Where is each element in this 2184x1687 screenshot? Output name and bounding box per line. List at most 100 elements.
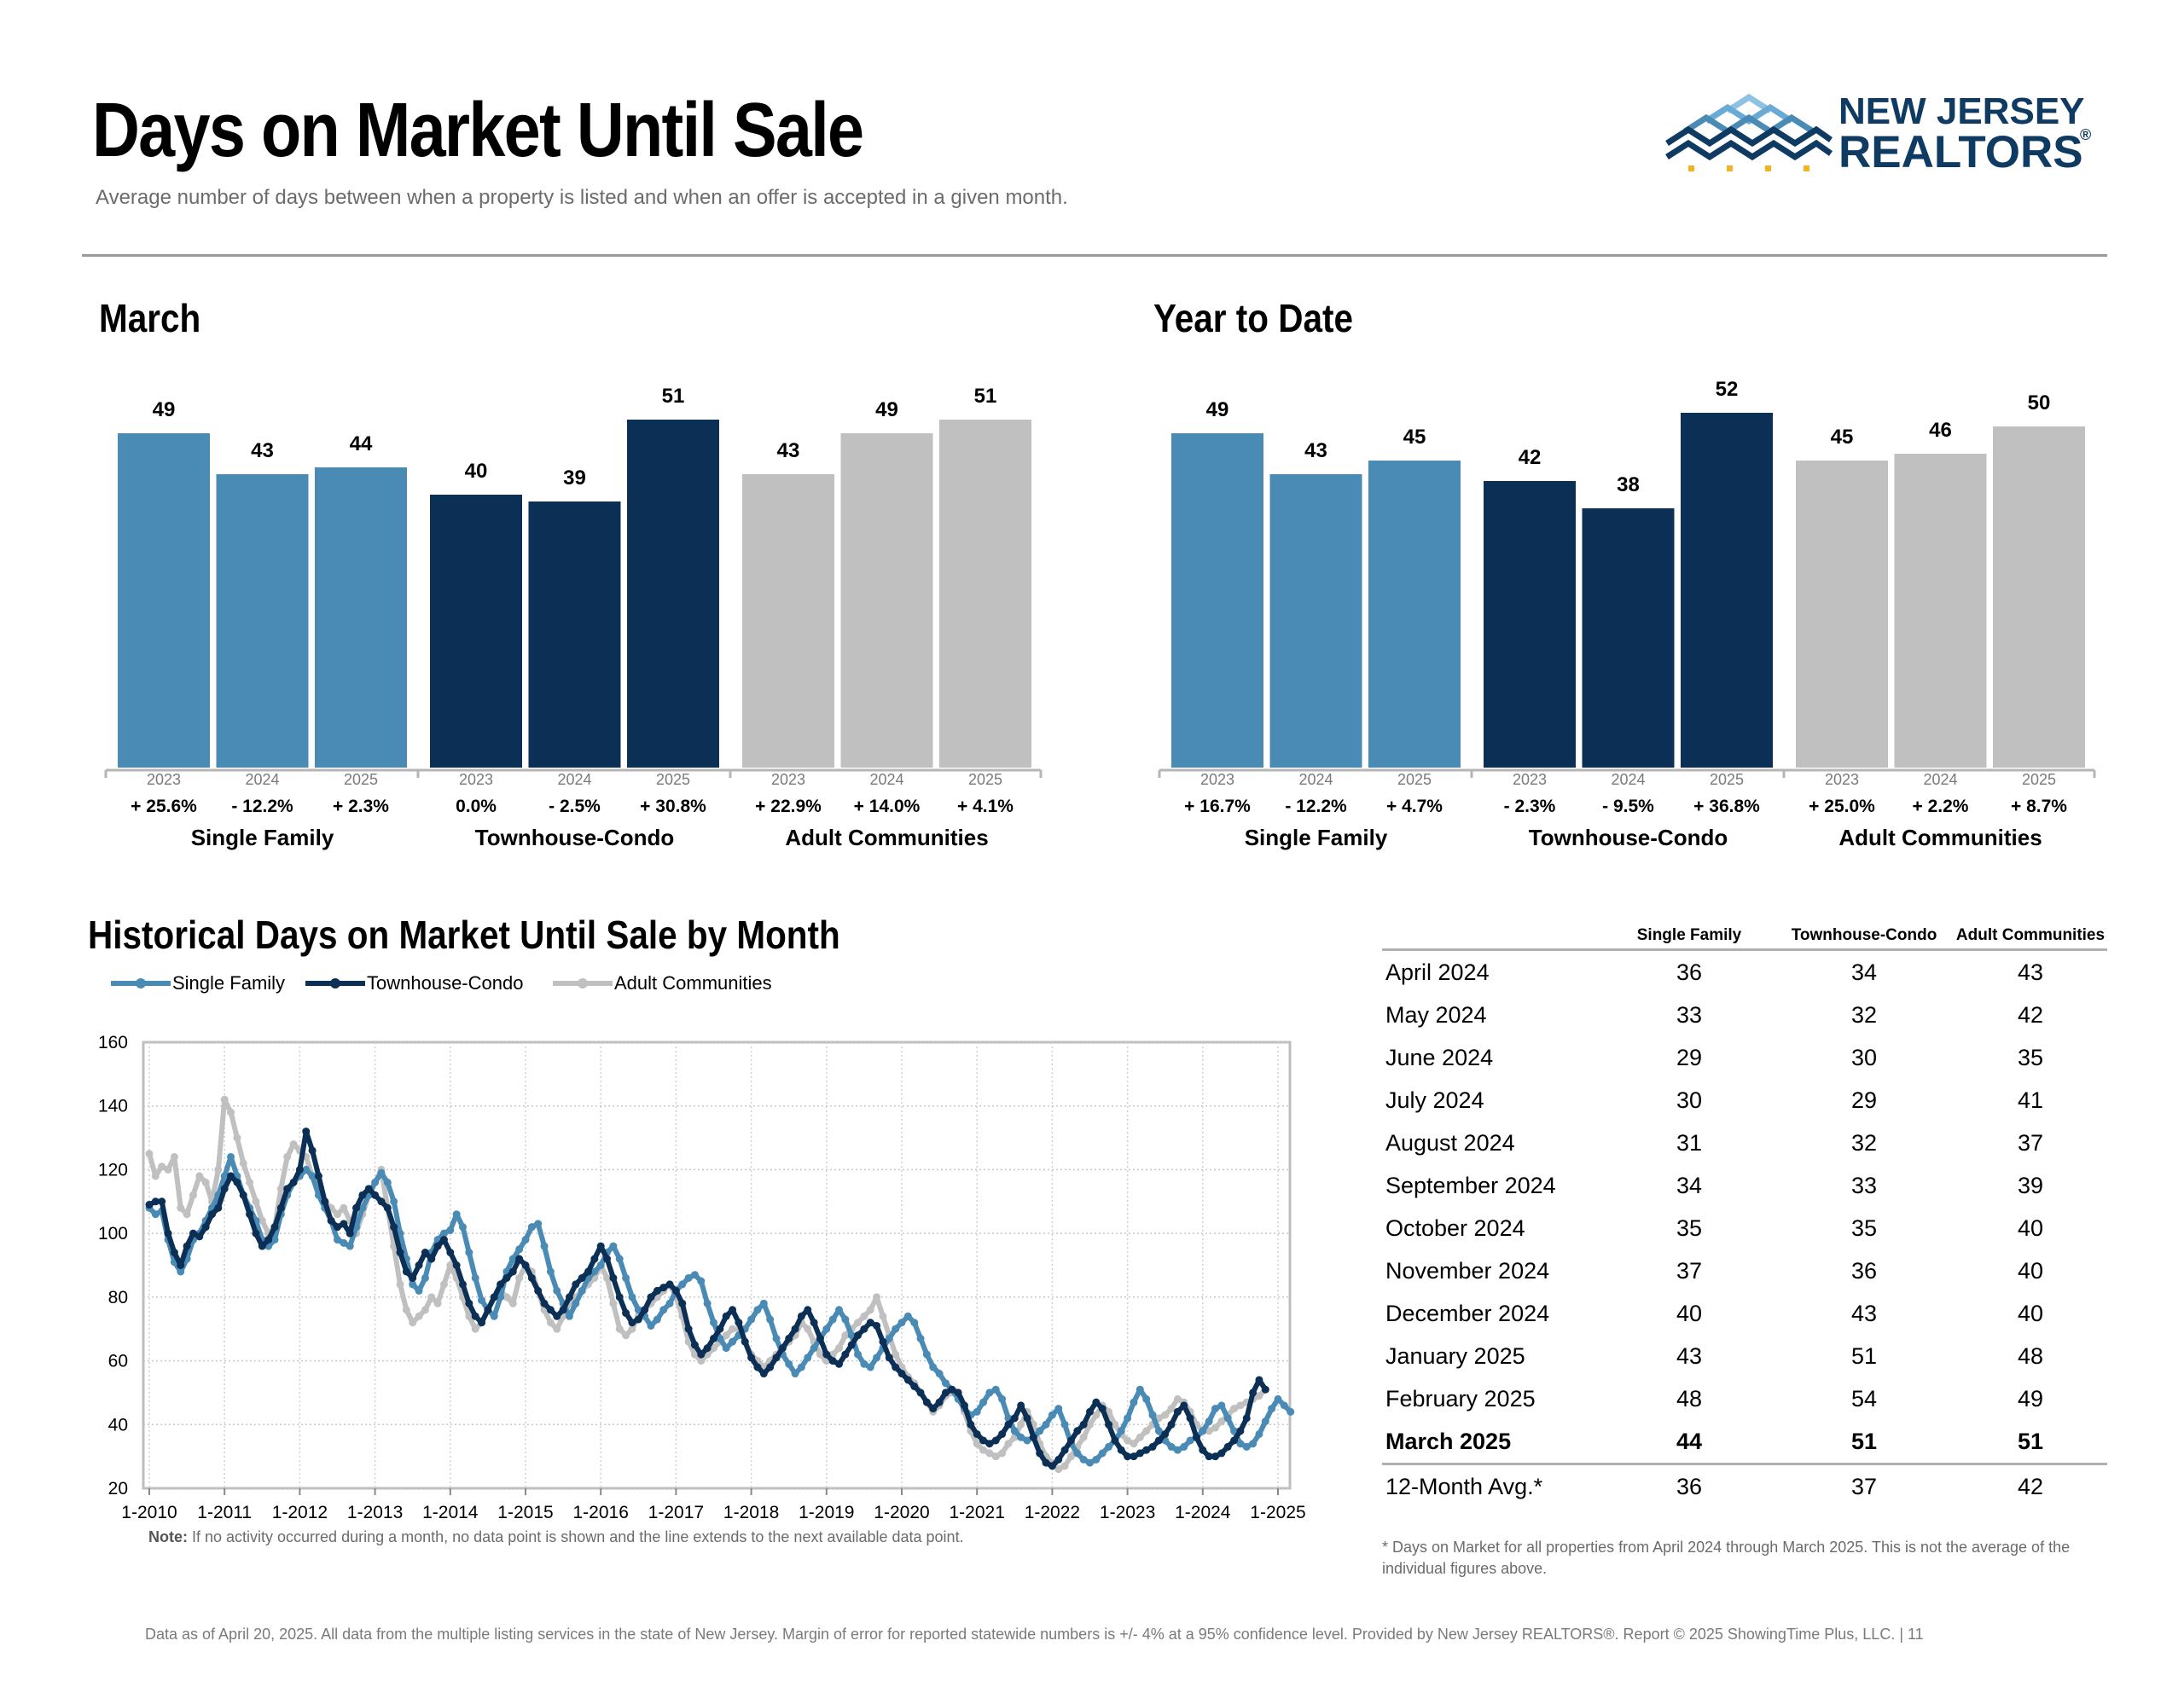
row-value: 36	[1676, 959, 1703, 985]
data-point	[396, 1280, 404, 1289]
data-point	[979, 1436, 988, 1445]
ytd-bar-value: 45	[1403, 426, 1426, 449]
data-point	[334, 1236, 341, 1244]
data-point	[289, 1140, 298, 1149]
row-value: 35	[1850, 1215, 1878, 1241]
data-point	[572, 1299, 580, 1307]
data-point	[1066, 1452, 1075, 1461]
data-point	[916, 1388, 925, 1397]
march-year-label: 2023	[147, 771, 181, 788]
data-point	[572, 1280, 580, 1289]
data-point	[1154, 1436, 1163, 1445]
row-value: 41	[2017, 1087, 2044, 1113]
data-point	[678, 1299, 687, 1307]
row-value: 40	[2017, 1257, 2044, 1284]
data-point	[371, 1191, 380, 1199]
data-point	[1205, 1417, 1213, 1426]
data-point	[490, 1293, 498, 1301]
data-point	[1199, 1446, 1207, 1454]
data-point	[622, 1273, 630, 1282]
data-point	[929, 1405, 938, 1413]
march-year-label: 2023	[459, 771, 493, 788]
data-point	[979, 1398, 988, 1406]
data-point	[1230, 1405, 1239, 1413]
data-point	[452, 1210, 461, 1219]
data-point	[177, 1203, 185, 1212]
march-bar-chart: 49 2023 + 25.6% 43 2024 - 12.2% 44 2025 + 2.3% Si…	[104, 385, 1043, 850]
data-point	[873, 1354, 881, 1362]
data-point	[860, 1359, 868, 1368]
table-row: December 2024 40 43 40	[1382, 1292, 2107, 1335]
data-point	[314, 1172, 322, 1180]
data-point	[1136, 1449, 1144, 1458]
data-point	[439, 1280, 448, 1289]
data-point	[804, 1306, 812, 1314]
data-point	[1086, 1420, 1094, 1429]
data-point	[998, 1449, 1007, 1458]
data-point	[879, 1337, 887, 1346]
march-bar	[939, 420, 1031, 768]
data-point	[615, 1255, 624, 1263]
data-point	[270, 1223, 279, 1232]
data-point	[1029, 1433, 1037, 1441]
data-point	[553, 1312, 561, 1320]
data-point	[1154, 1427, 1163, 1435]
row-value: 43	[1676, 1342, 1703, 1369]
data-point	[609, 1242, 618, 1250]
data-point	[1211, 1423, 1219, 1432]
data-point	[835, 1344, 843, 1353]
data-point	[609, 1273, 618, 1282]
data-point	[540, 1299, 549, 1307]
data-point	[665, 1299, 674, 1307]
col-header-townhouse-condo: Townhouse-Condo	[1774, 923, 1954, 951]
march-year-label: 2025	[656, 771, 690, 788]
data-point	[1173, 1394, 1182, 1403]
data-point	[941, 1379, 950, 1388]
x-tick-label: 1-2016	[573, 1503, 629, 1522]
ytd-year-label: 2024	[1298, 771, 1333, 788]
data-point	[1117, 1446, 1125, 1454]
table-row: January 2025 43 51 48	[1382, 1335, 2107, 1377]
ytd-bar-value: 43	[1304, 439, 1327, 462]
data-point	[452, 1261, 461, 1269]
y-tick-label: 40	[108, 1415, 128, 1435]
data-point	[465, 1312, 473, 1320]
data-point	[1130, 1452, 1138, 1461]
registered-mark: ®	[2080, 126, 2092, 143]
data-point	[515, 1255, 524, 1263]
ytd-bar	[1894, 454, 1987, 768]
march-bar	[627, 420, 719, 768]
data-point	[1255, 1392, 1263, 1400]
data-point	[1124, 1414, 1132, 1423]
march-change-label: + 14.0%	[854, 797, 921, 816]
legend-marker	[136, 978, 146, 988]
data-point	[1211, 1452, 1219, 1461]
y-tick-label: 140	[98, 1097, 128, 1116]
march-group-label: Townhouse-Condo	[475, 825, 674, 850]
data-point	[1217, 1449, 1226, 1458]
row-label: March 2025	[1385, 1428, 1512, 1454]
x-tick-label: 1-2024	[1175, 1503, 1231, 1522]
data-point	[409, 1280, 417, 1289]
data-point	[227, 1172, 235, 1180]
data-point	[954, 1388, 962, 1397]
data-point	[189, 1191, 197, 1199]
data-point	[264, 1236, 273, 1244]
data-point	[1079, 1455, 1088, 1464]
march-year-label: 2023	[771, 771, 805, 788]
table-row: August 2024 31 32 37	[1382, 1122, 2107, 1164]
data-point	[158, 1197, 166, 1206]
data-point	[1211, 1405, 1219, 1413]
note-label: Note:	[148, 1528, 188, 1545]
data-point	[546, 1319, 555, 1327]
y-tick-label: 120	[98, 1160, 128, 1180]
logo-line-2: REALTORS	[1838, 127, 2083, 177]
data-point	[484, 1306, 492, 1314]
data-point	[596, 1242, 605, 1250]
data-point	[729, 1337, 737, 1346]
data-point	[1180, 1401, 1188, 1410]
data-point	[553, 1325, 561, 1333]
data-point	[741, 1337, 749, 1346]
row-value: 40	[1676, 1300, 1703, 1326]
data-point	[276, 1185, 285, 1193]
